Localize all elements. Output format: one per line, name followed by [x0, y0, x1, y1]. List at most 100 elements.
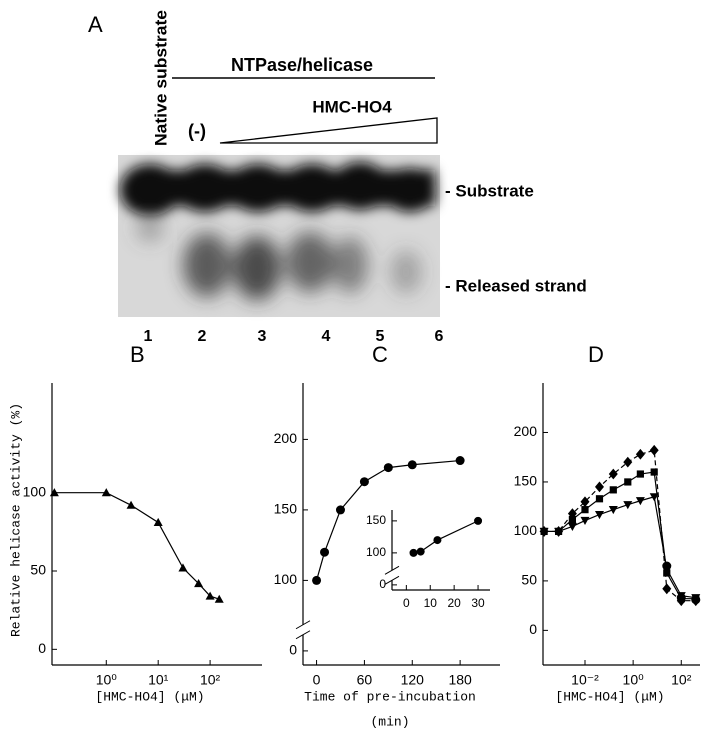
panel-label: D: [588, 342, 604, 367]
axis-break: [295, 620, 311, 630]
y-tick-label: 150: [514, 473, 538, 489]
data-point: [416, 547, 425, 556]
data-point: [635, 497, 645, 506]
y-axis-label: Relative helicase activity (%): [8, 403, 23, 637]
data-point: [635, 448, 645, 460]
x-axis-label: [HMC-HO4] (μM): [555, 689, 664, 704]
data-point: [101, 488, 111, 497]
axis-break-gap: [389, 570, 395, 581]
data-point: [649, 493, 659, 502]
y-tick-label: 0: [38, 640, 46, 656]
data-point: [691, 595, 701, 605]
band-label: - Substrate: [445, 181, 534, 200]
series-line: [544, 496, 696, 599]
x-tick-label: 10¹: [148, 672, 169, 688]
lane-number: 3: [258, 328, 267, 345]
y-tick-label: 50: [30, 562, 46, 578]
data-point: [580, 496, 590, 508]
y-tick-label: 200: [514, 423, 538, 439]
panel-label: B: [130, 342, 145, 367]
data-point: [433, 536, 442, 545]
y-tick-label: 150: [366, 513, 386, 527]
substrate-band: [120, 162, 436, 216]
x-tick-label: 0: [313, 672, 321, 688]
series-line: [54, 492, 220, 600]
x-tick-label: 10²: [671, 672, 692, 688]
gel: [118, 155, 440, 317]
data-point: [409, 548, 418, 557]
data-point: [568, 515, 577, 524]
y-tick-label: 0: [289, 642, 297, 658]
group-label: NTPase/helicase: [231, 55, 373, 75]
y-tick-label: 150: [274, 501, 298, 517]
data-point: [554, 527, 564, 536]
x-tick-label: 120: [401, 672, 425, 688]
x-axis-label: [HMC-HO4] (μM): [95, 689, 204, 704]
axis-break-gap: [300, 624, 306, 635]
data-point: [676, 593, 686, 603]
x-tick-label: 180: [448, 672, 472, 688]
y-tick-label: 200: [274, 430, 298, 446]
gradient-wedge: [219, 117, 438, 144]
lane-number: 2: [198, 328, 207, 345]
y-tick-label: 100: [274, 571, 298, 587]
panel-label: A: [88, 12, 103, 37]
series-line: [315, 459, 461, 581]
data-point: [126, 500, 136, 509]
lane-number: 1: [144, 328, 153, 345]
data-point: [662, 583, 672, 595]
data-point: [205, 591, 215, 600]
axis-break: [384, 575, 400, 585]
data-point: [539, 527, 549, 536]
data-point: [609, 486, 617, 494]
control-label: (-): [188, 121, 206, 141]
compound-label: HMC-HO4: [312, 97, 392, 116]
released-bands: [136, 214, 422, 300]
x-tick-label: 20: [447, 596, 461, 610]
series-line: [413, 520, 479, 554]
data-point: [178, 563, 188, 572]
y-tick-label: 100: [514, 522, 538, 538]
x-tick-label: 10⁰: [96, 672, 118, 688]
x-tick-label: 30: [471, 596, 485, 610]
x-tick-label: 10: [424, 596, 438, 610]
data-point: [312, 575, 322, 585]
data-point: [49, 488, 59, 497]
data-point: [594, 511, 604, 520]
lane-number: 6: [435, 328, 444, 345]
data-point: [407, 460, 417, 470]
y-tick-label: 0: [529, 621, 537, 637]
y-tick-label: 50: [521, 572, 537, 588]
x-axis-label: Time of pre-incubation: [304, 689, 476, 704]
x-tick-label: 60: [357, 672, 373, 688]
data-point: [608, 506, 618, 515]
data-point: [595, 495, 604, 503]
data-point: [608, 468, 618, 480]
x-axis-label: (min): [370, 714, 409, 729]
series-line: [544, 449, 696, 602]
x-tick-label: 10⁻²: [571, 672, 599, 688]
data-point: [624, 478, 632, 486]
x-tick-label: 0: [403, 596, 410, 610]
data-point: [153, 517, 163, 527]
panel-label: C: [372, 342, 388, 367]
data-point: [455, 456, 465, 466]
data-point: [623, 501, 633, 510]
data-point: [320, 547, 330, 557]
axis-break: [384, 565, 400, 575]
y-tick-label: 0: [379, 577, 386, 591]
data-point: [194, 579, 204, 588]
data-point: [214, 594, 224, 603]
data-point: [567, 522, 577, 531]
lane-number: 4: [322, 328, 331, 345]
data-point: [474, 516, 483, 525]
x-tick-label: 10²: [200, 672, 221, 688]
data-point: [650, 468, 658, 476]
data-point: [581, 506, 589, 514]
data-point: [649, 444, 659, 456]
y-tick-label: 100: [366, 545, 386, 559]
data-point: [636, 470, 644, 478]
data-point: [359, 477, 369, 487]
lane-header: Native substrate: [151, 10, 170, 146]
